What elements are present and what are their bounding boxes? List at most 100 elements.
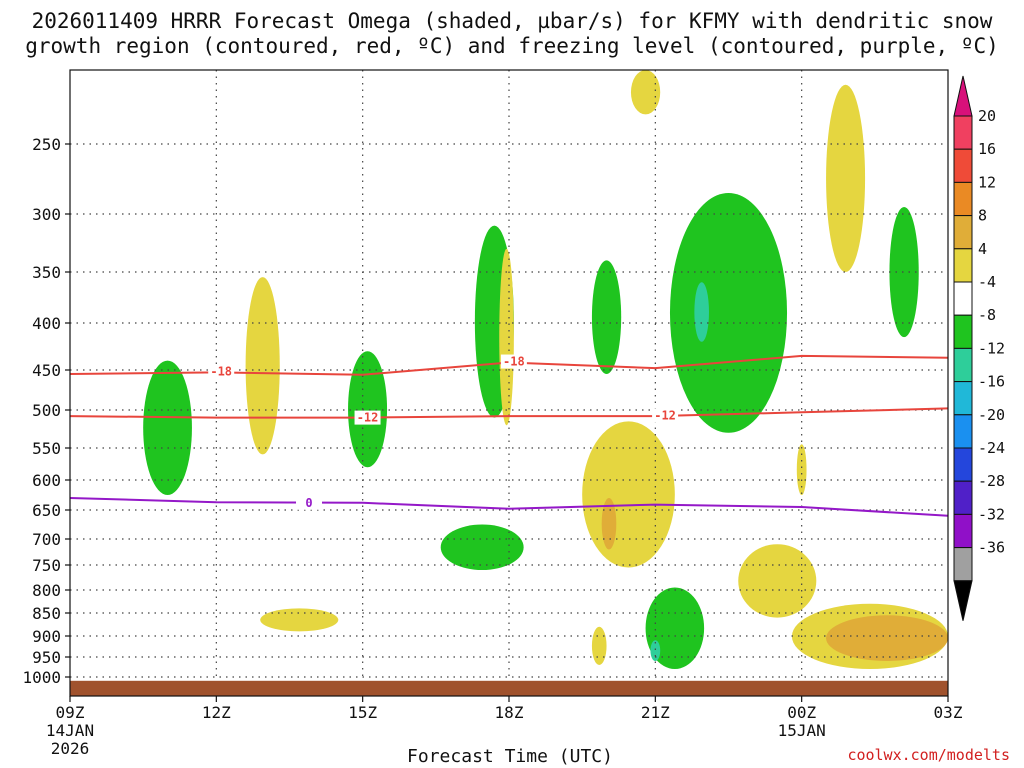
y-tick-label: 850 bbox=[32, 604, 61, 623]
omega-region bbox=[669, 193, 788, 433]
colorbar-label: 12 bbox=[978, 173, 996, 191]
contour-label-bg bbox=[652, 408, 679, 423]
colorbar-label: -8 bbox=[978, 306, 996, 324]
colorbar-swatch bbox=[953, 148, 973, 183]
contour-label: 0 bbox=[305, 496, 312, 510]
omega-colorbar: 20 16 12 8 4 -4 -8 -12 -16 -20 -24 -28 -32 -36 bbox=[953, 75, 1005, 621]
omega-region bbox=[348, 351, 388, 468]
omega-region bbox=[143, 360, 192, 495]
omega-region bbox=[245, 277, 280, 455]
colorbar-label: -28 bbox=[978, 472, 1005, 490]
colorbar-swatch bbox=[953, 447, 973, 482]
colorbar-label: 20 bbox=[978, 107, 996, 125]
y-tick-label: 800 bbox=[32, 581, 61, 600]
omega-region bbox=[591, 626, 607, 666]
y-tick-label: 600 bbox=[32, 471, 61, 490]
colorbar-swatch bbox=[953, 547, 973, 582]
contour-label: -18 bbox=[210, 365, 232, 379]
y-tick-label: 1000 bbox=[22, 668, 61, 687]
omega-region bbox=[645, 587, 705, 669]
colorbar-label: -32 bbox=[978, 505, 1005, 523]
plot-area: -18 -18 -12 -12 0 250 300 350 400 450 500 550 600 65… bbox=[22, 69, 963, 758]
contour-label: -18 bbox=[503, 355, 525, 369]
colorbar-swatch bbox=[953, 381, 973, 416]
grid-lines bbox=[70, 70, 948, 696]
omega-region bbox=[889, 206, 919, 338]
credit-text: coolwx.com/modelts bbox=[847, 746, 1010, 764]
colorbar-swatch bbox=[953, 480, 973, 515]
y-tick-label: 250 bbox=[32, 135, 61, 154]
colorbar-swatch bbox=[953, 215, 973, 250]
omega-region bbox=[499, 248, 514, 426]
colorbar-swatch bbox=[953, 314, 973, 349]
omega-region bbox=[650, 640, 661, 661]
y-tick-label: 950 bbox=[32, 648, 61, 667]
omega-region bbox=[601, 498, 617, 550]
colorbar-swatch bbox=[953, 281, 973, 316]
contour-line bbox=[69, 407, 949, 419]
omega-region bbox=[591, 260, 622, 375]
colorbar-label: -36 bbox=[978, 539, 1005, 557]
contour-label-bg bbox=[500, 354, 527, 369]
colorbar-top-arrow bbox=[953, 75, 973, 117]
colorbar-label: 16 bbox=[978, 140, 996, 158]
y-tick-label: 500 bbox=[32, 401, 61, 420]
colorbar-label: 4 bbox=[978, 240, 987, 258]
omega-region bbox=[260, 608, 339, 632]
colorbar-swatch bbox=[953, 513, 973, 549]
omega-region bbox=[796, 444, 807, 495]
omega-region bbox=[738, 544, 817, 618]
y-tick-label: 550 bbox=[32, 439, 61, 458]
x-tick-label: 09Z bbox=[56, 703, 85, 722]
colorbar-swatch bbox=[953, 181, 973, 217]
colorbar-bottom-arrow bbox=[953, 580, 973, 621]
colorbar-label: -24 bbox=[978, 439, 1005, 457]
y-tick-label: 400 bbox=[32, 314, 61, 333]
x-tick-label: 21Z bbox=[641, 703, 670, 722]
contour-label: -12 bbox=[357, 411, 379, 425]
pressure-axis: 250 300 350 400 450 500 550 600 650 700 750 800 850 9… bbox=[22, 135, 70, 687]
x-tick-sublabel: 2026 bbox=[51, 739, 90, 758]
contour-layer: -18 -18 -12 -12 0 bbox=[69, 354, 949, 517]
x-tick-label: 03Z bbox=[934, 703, 963, 722]
contour-label-bg bbox=[208, 364, 235, 379]
colorbar-swatch bbox=[953, 248, 973, 283]
colorbar-label: -4 bbox=[978, 273, 996, 291]
colorbar-label: -16 bbox=[978, 373, 1005, 391]
x-tick-sublabel: 14JAN bbox=[46, 721, 94, 740]
colorbar-label: -20 bbox=[978, 406, 1005, 424]
colorbar-label: -12 bbox=[978, 339, 1005, 357]
colorbar-swatch bbox=[953, 347, 973, 383]
contour-label-bg bbox=[354, 410, 381, 425]
omega-region bbox=[694, 282, 709, 342]
contour-line bbox=[69, 497, 949, 517]
colorbar-swatch bbox=[953, 115, 973, 150]
x-tick-label: 00Z bbox=[787, 703, 816, 722]
y-tick-label: 650 bbox=[32, 501, 61, 520]
omega-region bbox=[630, 70, 661, 115]
y-tick-label: 900 bbox=[32, 627, 61, 646]
y-tick-label: 750 bbox=[32, 556, 61, 575]
x-axis-label: Forecast Time (UTC) bbox=[407, 746, 613, 767]
contour-label-bg bbox=[296, 495, 323, 510]
colorbar-swatch bbox=[953, 414, 973, 449]
omega-region bbox=[582, 421, 675, 568]
x-tick-label: 15Z bbox=[348, 703, 377, 722]
ground-layer bbox=[70, 680, 948, 696]
omega-region bbox=[826, 84, 866, 273]
omega-region bbox=[440, 524, 524, 570]
y-tick-label: 450 bbox=[32, 361, 61, 380]
colorbar-label: 8 bbox=[978, 207, 987, 225]
chart-title-line2: growth region (contoured, red, ºC) and f… bbox=[25, 34, 999, 58]
y-tick-label: 300 bbox=[32, 205, 61, 224]
y-tick-label: 700 bbox=[32, 530, 61, 549]
y-tick-label: 350 bbox=[32, 263, 61, 282]
chart-title-line1: 2026011409 HRRR Forecast Omega (shaded, … bbox=[32, 9, 993, 33]
contour-label: -12 bbox=[654, 408, 676, 422]
x-tick-label: 12Z bbox=[202, 703, 231, 722]
ground-band bbox=[70, 680, 948, 696]
omega-region bbox=[826, 615, 948, 662]
x-tick-label: 18Z bbox=[495, 703, 524, 722]
